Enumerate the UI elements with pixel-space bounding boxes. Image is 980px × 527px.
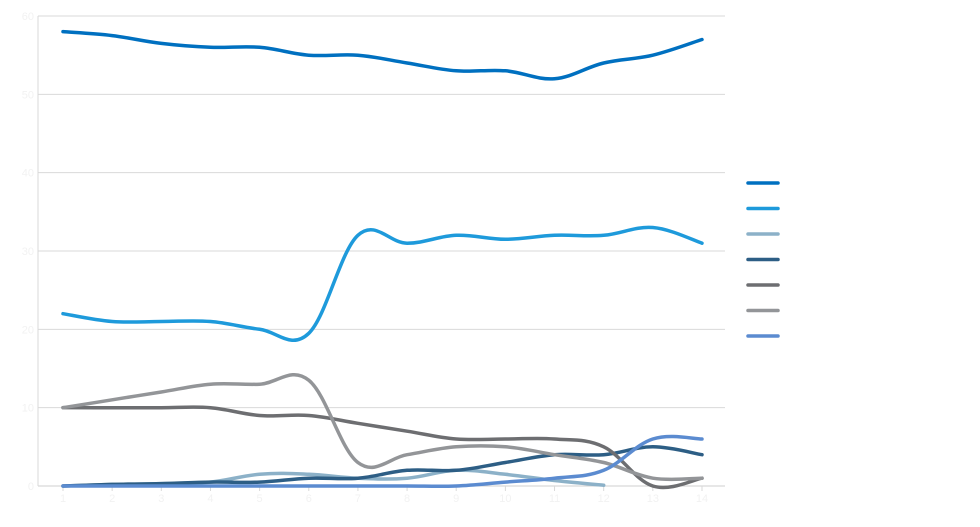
x-tick-label: 6 xyxy=(306,493,312,505)
x-tick-label: 14 xyxy=(696,493,708,505)
x-tick-label: 9 xyxy=(453,493,459,505)
y-tick-label: 0 xyxy=(28,481,34,493)
x-tick-label: 10 xyxy=(499,493,511,505)
x-tick-label: 2 xyxy=(109,493,115,505)
y-tick-label: 50 xyxy=(22,89,34,101)
x-tick-label: 12 xyxy=(598,493,610,505)
x-tick-label: 1 xyxy=(60,493,66,505)
x-tick-label: 8 xyxy=(404,493,410,505)
series-line-6 xyxy=(61,373,704,482)
x-tick-label: 5 xyxy=(257,493,263,505)
series-lines xyxy=(61,29,704,490)
y-tick-label: 40 xyxy=(22,168,34,180)
y-tick-label: 20 xyxy=(22,324,34,336)
x-tick-label: 4 xyxy=(207,493,213,505)
series-line-4 xyxy=(61,445,704,488)
y-tick-label: 30 xyxy=(22,246,34,258)
x-tick-label: 13 xyxy=(647,493,659,505)
legend xyxy=(746,181,780,338)
series-line-7 xyxy=(61,434,704,489)
series-line-1 xyxy=(61,29,704,81)
x-tick-label: 3 xyxy=(158,493,164,505)
x-tick-label: 7 xyxy=(355,493,361,505)
y-tick-label: 60 xyxy=(22,11,34,23)
gridlines xyxy=(38,15,725,487)
series-line-5 xyxy=(61,405,704,490)
x-tick-label: 11 xyxy=(549,493,560,505)
y-tick-label: 10 xyxy=(22,403,34,415)
series-line-2 xyxy=(61,225,704,342)
